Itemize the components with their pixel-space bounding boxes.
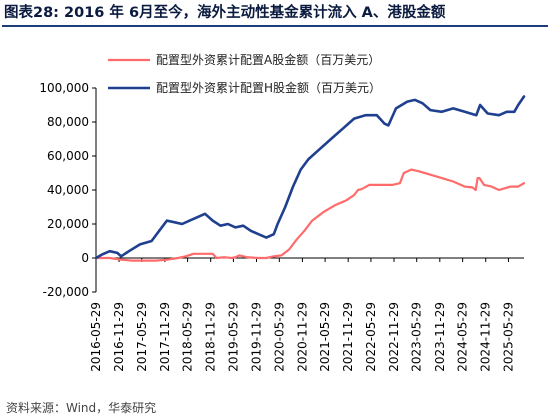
line-chart: -20,000 0 20,000 40,000 60,000 80,000 100,000 2… bbox=[39, 52, 526, 372]
chart-axes: -20,000 0 20,000 40,000 60,000 80,000 100,000 2… bbox=[39, 81, 524, 372]
x-tick-label: 2020-11-29 bbox=[295, 302, 309, 372]
x-tick-label: 2022-11-29 bbox=[387, 302, 401, 372]
title-divider bbox=[2, 25, 548, 27]
legend-label: 配置型外资累计配置A股金额（百万美元） bbox=[156, 52, 380, 67]
y-tick-label: 0 bbox=[81, 251, 89, 265]
x-tick-label: 2017-05-29 bbox=[135, 302, 149, 372]
x-tick-label: 2024-05-29 bbox=[456, 302, 470, 372]
source-note: 资料来源：Wind，华泰研究 bbox=[6, 401, 157, 415]
x-tick-label: 2021-05-29 bbox=[318, 302, 332, 372]
series-line-h-share bbox=[94, 95, 526, 260]
chart-title: 图表28: 2016 年 6月至今，海外主动性基金累计流入 A、港股金额 bbox=[4, 5, 446, 21]
y-tick-label: 100,000 bbox=[39, 81, 89, 95]
x-tick-label: 2022-05-29 bbox=[364, 302, 378, 372]
y-tick-label: 80,000 bbox=[47, 115, 89, 129]
y-tick-label: 20,000 bbox=[47, 217, 89, 231]
x-tick-label: 2016-05-29 bbox=[89, 302, 103, 372]
x-tick-label: 2016-11-29 bbox=[112, 302, 126, 372]
x-tick-label: 2020-05-29 bbox=[272, 302, 286, 372]
x-tick-label: 2018-11-29 bbox=[204, 302, 218, 372]
x-tick-label: 2019-11-29 bbox=[249, 302, 263, 372]
y-tick-label: 60,000 bbox=[47, 149, 89, 163]
y-tick-label: -20,000 bbox=[43, 285, 89, 299]
x-tick-label: 2018-05-29 bbox=[181, 302, 195, 372]
y-tick-label: 40,000 bbox=[47, 183, 89, 197]
x-tick-label: 2019-05-29 bbox=[226, 302, 240, 372]
series-line-a-share bbox=[94, 168, 526, 262]
x-tick-label: 2017-11-29 bbox=[158, 302, 172, 372]
chart-lines bbox=[94, 95, 526, 262]
legend-label: 配置型外资累计配置H股金额（百万美元） bbox=[156, 80, 381, 95]
x-tick-label: 2023-11-29 bbox=[433, 302, 447, 372]
x-tick-label: 2025-05-29 bbox=[501, 302, 515, 372]
x-tick-label: 2023-05-29 bbox=[410, 302, 424, 372]
x-tick-label: 2024-11-29 bbox=[479, 302, 493, 372]
chart-legend: 配置型外资累计配置A股金额（百万美元） 配置型外资累计配置H股金额（百万美元） bbox=[108, 52, 381, 95]
x-tick-label: 2021-11-29 bbox=[341, 302, 355, 372]
